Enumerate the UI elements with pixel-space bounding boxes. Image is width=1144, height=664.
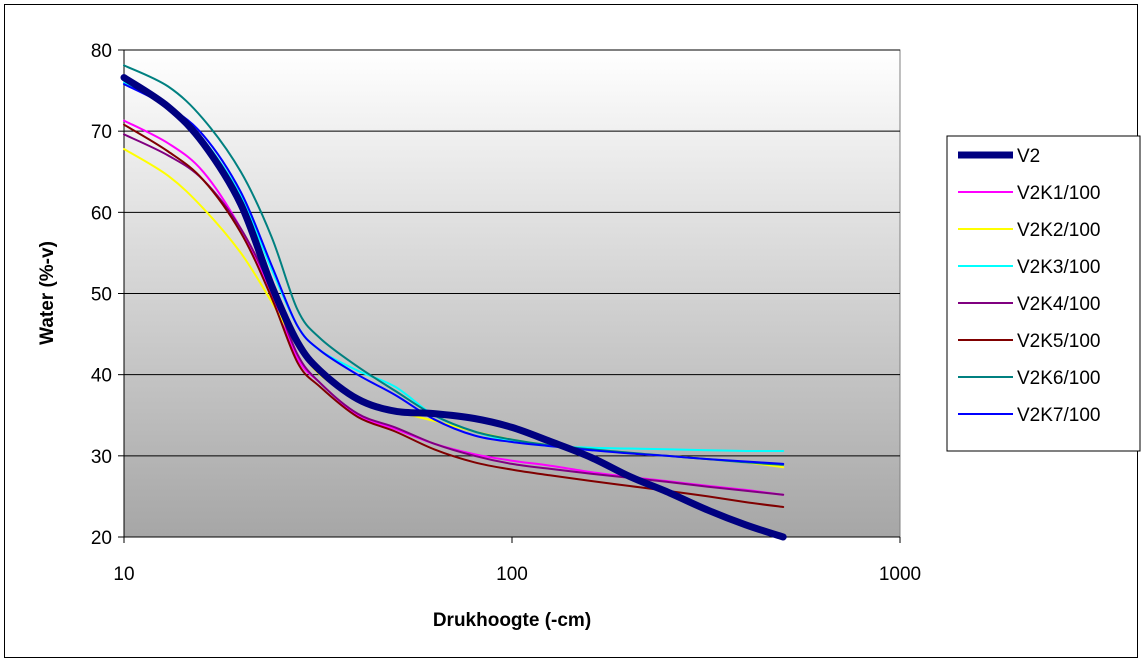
gridlines	[124, 49, 900, 538]
y-tick-label: 30	[91, 447, 112, 468]
y-tick-label: 50	[91, 285, 112, 306]
y-tick-label: 60	[91, 203, 112, 224]
y-tick-label: 40	[91, 366, 112, 387]
series-line-v2k7-100	[123, 83, 785, 465]
series-lines	[120, 64, 787, 541]
x-axis-title: Drukhoogte (-cm)	[433, 610, 591, 631]
x-tick-label: 1000	[879, 564, 921, 585]
legend-label: V2K6/100	[1017, 368, 1100, 389]
legend-items: V2 V2K1/100 V2K2/100 V2K3/100 V2K4/100 V2K5/1…	[958, 146, 1100, 426]
legend-label: V2	[1017, 146, 1040, 167]
legend-label: V2K2/100	[1017, 220, 1100, 241]
series-line-v2k4-100	[123, 133, 785, 496]
legend-label: V2K7/100	[1017, 405, 1100, 426]
x-tick-labels: 10 100 1000	[113, 564, 921, 585]
y-axis-title: Water (%-v)	[37, 241, 58, 345]
legend-label: V2K3/100	[1017, 257, 1100, 278]
legend-label: V2K1/100	[1017, 183, 1100, 204]
y-tick-label: 20	[91, 528, 112, 549]
axes	[118, 49, 901, 543]
legend	[946, 135, 1141, 452]
x-tick-label: 100	[496, 564, 528, 585]
series-line-v2	[120, 74, 787, 541]
legend-label: V2K4/100	[1017, 294, 1100, 315]
y-tick-label: 70	[91, 122, 112, 143]
y-tick-label: 80	[91, 41, 112, 62]
x-tick-label: 10	[113, 564, 134, 585]
legend-label: V2K5/100	[1017, 331, 1100, 352]
y-tick-labels: 20 30 40 50 60 70 80	[91, 41, 112, 549]
